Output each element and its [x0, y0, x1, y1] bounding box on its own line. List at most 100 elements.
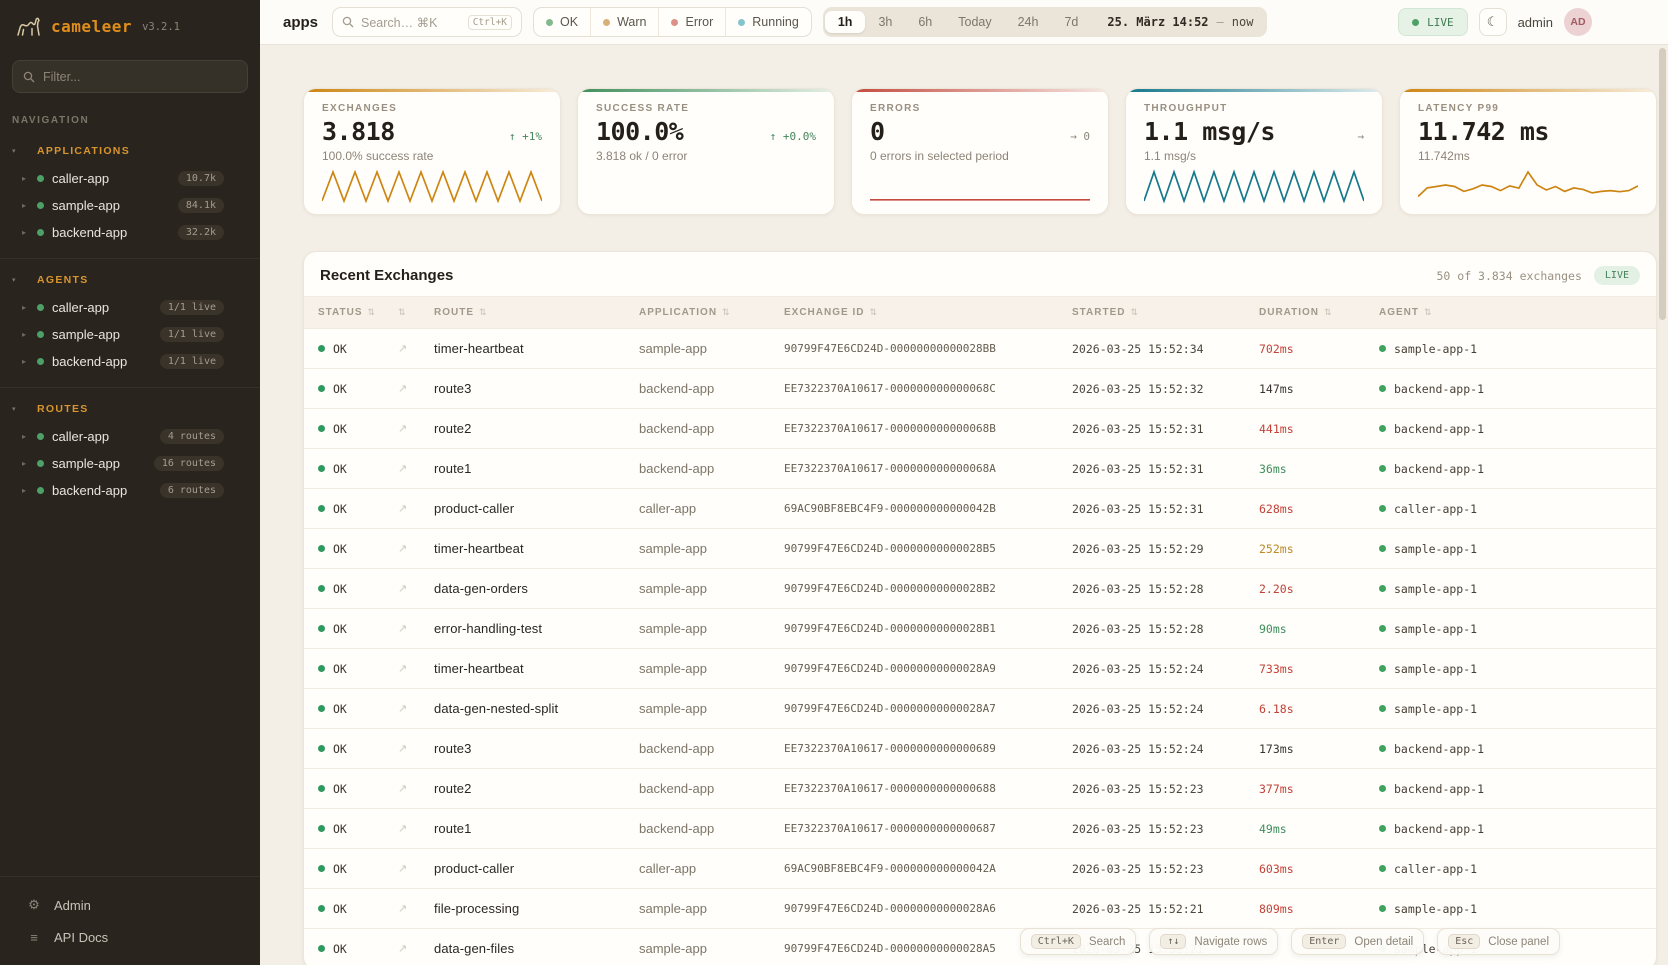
time-range-24h[interactable]: 24h: [1005, 11, 1052, 33]
column-header-agent[interactable]: AGENT⇅: [1379, 307, 1656, 318]
open-exchange-icon[interactable]: ↗: [398, 702, 434, 715]
cell-application: sample-app: [639, 581, 784, 596]
sidebar-item-caller-app[interactable]: ▸caller-app1/1 live: [0, 294, 260, 321]
open-exchange-icon[interactable]: ↗: [398, 942, 434, 955]
open-exchange-icon[interactable]: ↗: [398, 662, 434, 675]
open-exchange-icon[interactable]: ↗: [398, 822, 434, 835]
table-row[interactable]: OK↗data-gen-orderssample-app90799F47E6CD…: [304, 569, 1656, 609]
table-row[interactable]: OK↗timer-heartbeatsample-app90799F47E6CD…: [304, 529, 1656, 569]
open-exchange-icon[interactable]: ↗: [398, 422, 434, 435]
section-header-routes[interactable]: ▾ROUTES: [0, 398, 260, 423]
cell-application: backend-app: [639, 781, 784, 796]
scrollbar-thumb[interactable]: [1659, 48, 1666, 320]
column-header-started[interactable]: STARTED⇅: [1072, 307, 1259, 318]
open-exchange-icon[interactable]: ↗: [398, 462, 434, 475]
scrollbar-track[interactable]: [1659, 48, 1666, 963]
open-exchange-icon[interactable]: ↗: [398, 382, 434, 395]
sidebar-item-backend-app[interactable]: ▸backend-app1/1 live: [0, 348, 260, 375]
open-exchange-icon[interactable]: ↗: [398, 502, 434, 515]
filter-input[interactable]: Filter...: [12, 60, 248, 93]
cell-agent: sample-app-1: [1379, 582, 1656, 596]
open-exchange-icon[interactable]: ↗: [398, 782, 434, 795]
search-input[interactable]: Search… ⌘K Ctrl+K: [332, 7, 522, 37]
table-row[interactable]: OK↗error-handling-testsample-app90799F47…: [304, 609, 1656, 649]
table-row[interactable]: OK↗file-processingsample-app90799F47E6CD…: [304, 889, 1656, 929]
time-range-6h[interactable]: 6h: [905, 11, 945, 33]
time-range-today[interactable]: Today: [945, 11, 1004, 33]
table-row[interactable]: OK↗timer-heartbeatsample-app90799F47E6CD…: [304, 329, 1656, 369]
sort-icon: ⇅: [1324, 307, 1333, 318]
table-row[interactable]: OK↗route2backend-appEE7322370A10617-0000…: [304, 409, 1656, 449]
open-exchange-icon[interactable]: ↗: [398, 342, 434, 355]
footer-item-admin[interactable]: ⚙Admin: [0, 889, 260, 921]
cell-agent: backend-app-1: [1379, 742, 1656, 756]
open-exchange-icon[interactable]: ↗: [398, 862, 434, 875]
theme-toggle-button[interactable]: ☾: [1479, 8, 1507, 36]
live-dot-icon: [1412, 19, 1419, 26]
cell-exchange-id: 90799F47E6CD24D-00000000000028A6: [784, 902, 1072, 915]
table-row[interactable]: OK↗route3backend-appEE7322370A10617-0000…: [304, 369, 1656, 409]
cell-exchange-id: 69AC90BF8EBC4F9-000000000000042A: [784, 862, 1072, 875]
table-row[interactable]: OK↗route2backend-appEE7322370A10617-0000…: [304, 769, 1656, 809]
column-header-duration[interactable]: DURATION⇅: [1259, 307, 1379, 318]
open-exchange-icon[interactable]: ↗: [398, 582, 434, 595]
ok-dot-icon: [318, 545, 325, 552]
status-dot-icon: [37, 229, 44, 236]
time-range-7d[interactable]: 7d: [1051, 11, 1091, 33]
sidebar-item-sample-app[interactable]: ▸sample-app84.1k: [0, 192, 260, 219]
table-row[interactable]: OK↗route1backend-appEE7322370A10617-0000…: [304, 809, 1656, 849]
ok-dot-icon: [318, 425, 325, 432]
cell-route: data-gen-nested-split: [434, 701, 639, 716]
table-row[interactable]: OK↗product-callercaller-app69AC90BF8EBC4…: [304, 489, 1656, 529]
status-dot-icon: [546, 19, 553, 26]
column-header-route[interactable]: ROUTE⇅: [434, 307, 639, 318]
sidebar-item-backend-app[interactable]: ▸backend-app6 routes: [0, 477, 260, 504]
cell-started: 2026-03-25 15:52:24: [1072, 742, 1259, 756]
cell-agent: caller-app-1: [1379, 502, 1656, 516]
sidebar-item-caller-app[interactable]: ▸caller-app4 routes: [0, 423, 260, 450]
table-row[interactable]: OK↗route1backend-appEE7322370A10617-0000…: [304, 449, 1656, 489]
avatar[interactable]: AD: [1564, 8, 1592, 36]
open-exchange-icon[interactable]: ↗: [398, 622, 434, 635]
sidebar-spacer: [0, 516, 260, 876]
status-filter-error[interactable]: Error: [658, 8, 725, 36]
sidebar-item-sample-app[interactable]: ▸sample-app1/1 live: [0, 321, 260, 348]
sidebar-item-backend-app[interactable]: ▸backend-app32.2k: [0, 219, 260, 246]
agent-name: sample-app-1: [1394, 582, 1477, 596]
agent-name: backend-app-1: [1394, 742, 1484, 756]
kpi-label: LATENCY P99: [1418, 103, 1638, 114]
table-title: Recent Exchanges: [320, 267, 453, 284]
column-header-exchange-id[interactable]: EXCHANGE ID⇅: [784, 307, 1072, 318]
sidebar-item-caller-app[interactable]: ▸caller-app10.7k: [0, 165, 260, 192]
live-badge[interactable]: LIVE: [1398, 8, 1468, 36]
sidebar-section-routes: ▾ROUTES▸caller-app4 routes▸sample-app16 …: [0, 387, 260, 516]
table-row[interactable]: OK↗data-gen-nested-splitsample-app90799F…: [304, 689, 1656, 729]
column-header-open[interactable]: ⇅: [398, 307, 434, 318]
status-text: OK: [333, 542, 347, 556]
kpi-card-throughput: THROUGHPUT1.1 msg/s→1.1 msg/s: [1125, 88, 1383, 215]
status-text: OK: [333, 782, 347, 796]
open-exchange-icon[interactable]: ↗: [398, 742, 434, 755]
status-filter-warn[interactable]: Warn: [590, 8, 658, 36]
status-filter-running[interactable]: Running: [725, 8, 811, 36]
table-row[interactable]: OK↗product-callercaller-app69AC90BF8EBC4…: [304, 849, 1656, 889]
sidebar-item-sample-app[interactable]: ▸sample-app16 routes: [0, 450, 260, 477]
open-exchange-icon[interactable]: ↗: [398, 902, 434, 915]
agent-dot-icon: [1379, 785, 1386, 792]
time-range-1h[interactable]: 1h: [825, 11, 866, 33]
status-filter-ok[interactable]: OK: [534, 8, 590, 36]
table-row[interactable]: OK↗route3backend-appEE7322370A10617-0000…: [304, 729, 1656, 769]
cell-agent: caller-app-1: [1379, 862, 1656, 876]
open-exchange-icon[interactable]: ↗: [398, 542, 434, 555]
cell-route: route1: [434, 821, 639, 836]
kpi-label: EXCHANGES: [322, 103, 542, 114]
column-header-status[interactable]: STATUS⇅: [318, 307, 398, 318]
sidebar-item-label: sample-app: [52, 327, 160, 342]
time-range-3h[interactable]: 3h: [865, 11, 905, 33]
table-row[interactable]: OK↗timer-heartbeatsample-app90799F47E6CD…: [304, 649, 1656, 689]
agent-dot-icon: [1379, 545, 1386, 552]
section-header-agents[interactable]: ▾AGENTS: [0, 269, 260, 294]
column-header-application[interactable]: APPLICATION⇅: [639, 307, 784, 318]
section-header-applications[interactable]: ▾APPLICATIONS: [0, 140, 260, 165]
footer-item-api-docs[interactable]: ≡API Docs: [0, 921, 260, 953]
